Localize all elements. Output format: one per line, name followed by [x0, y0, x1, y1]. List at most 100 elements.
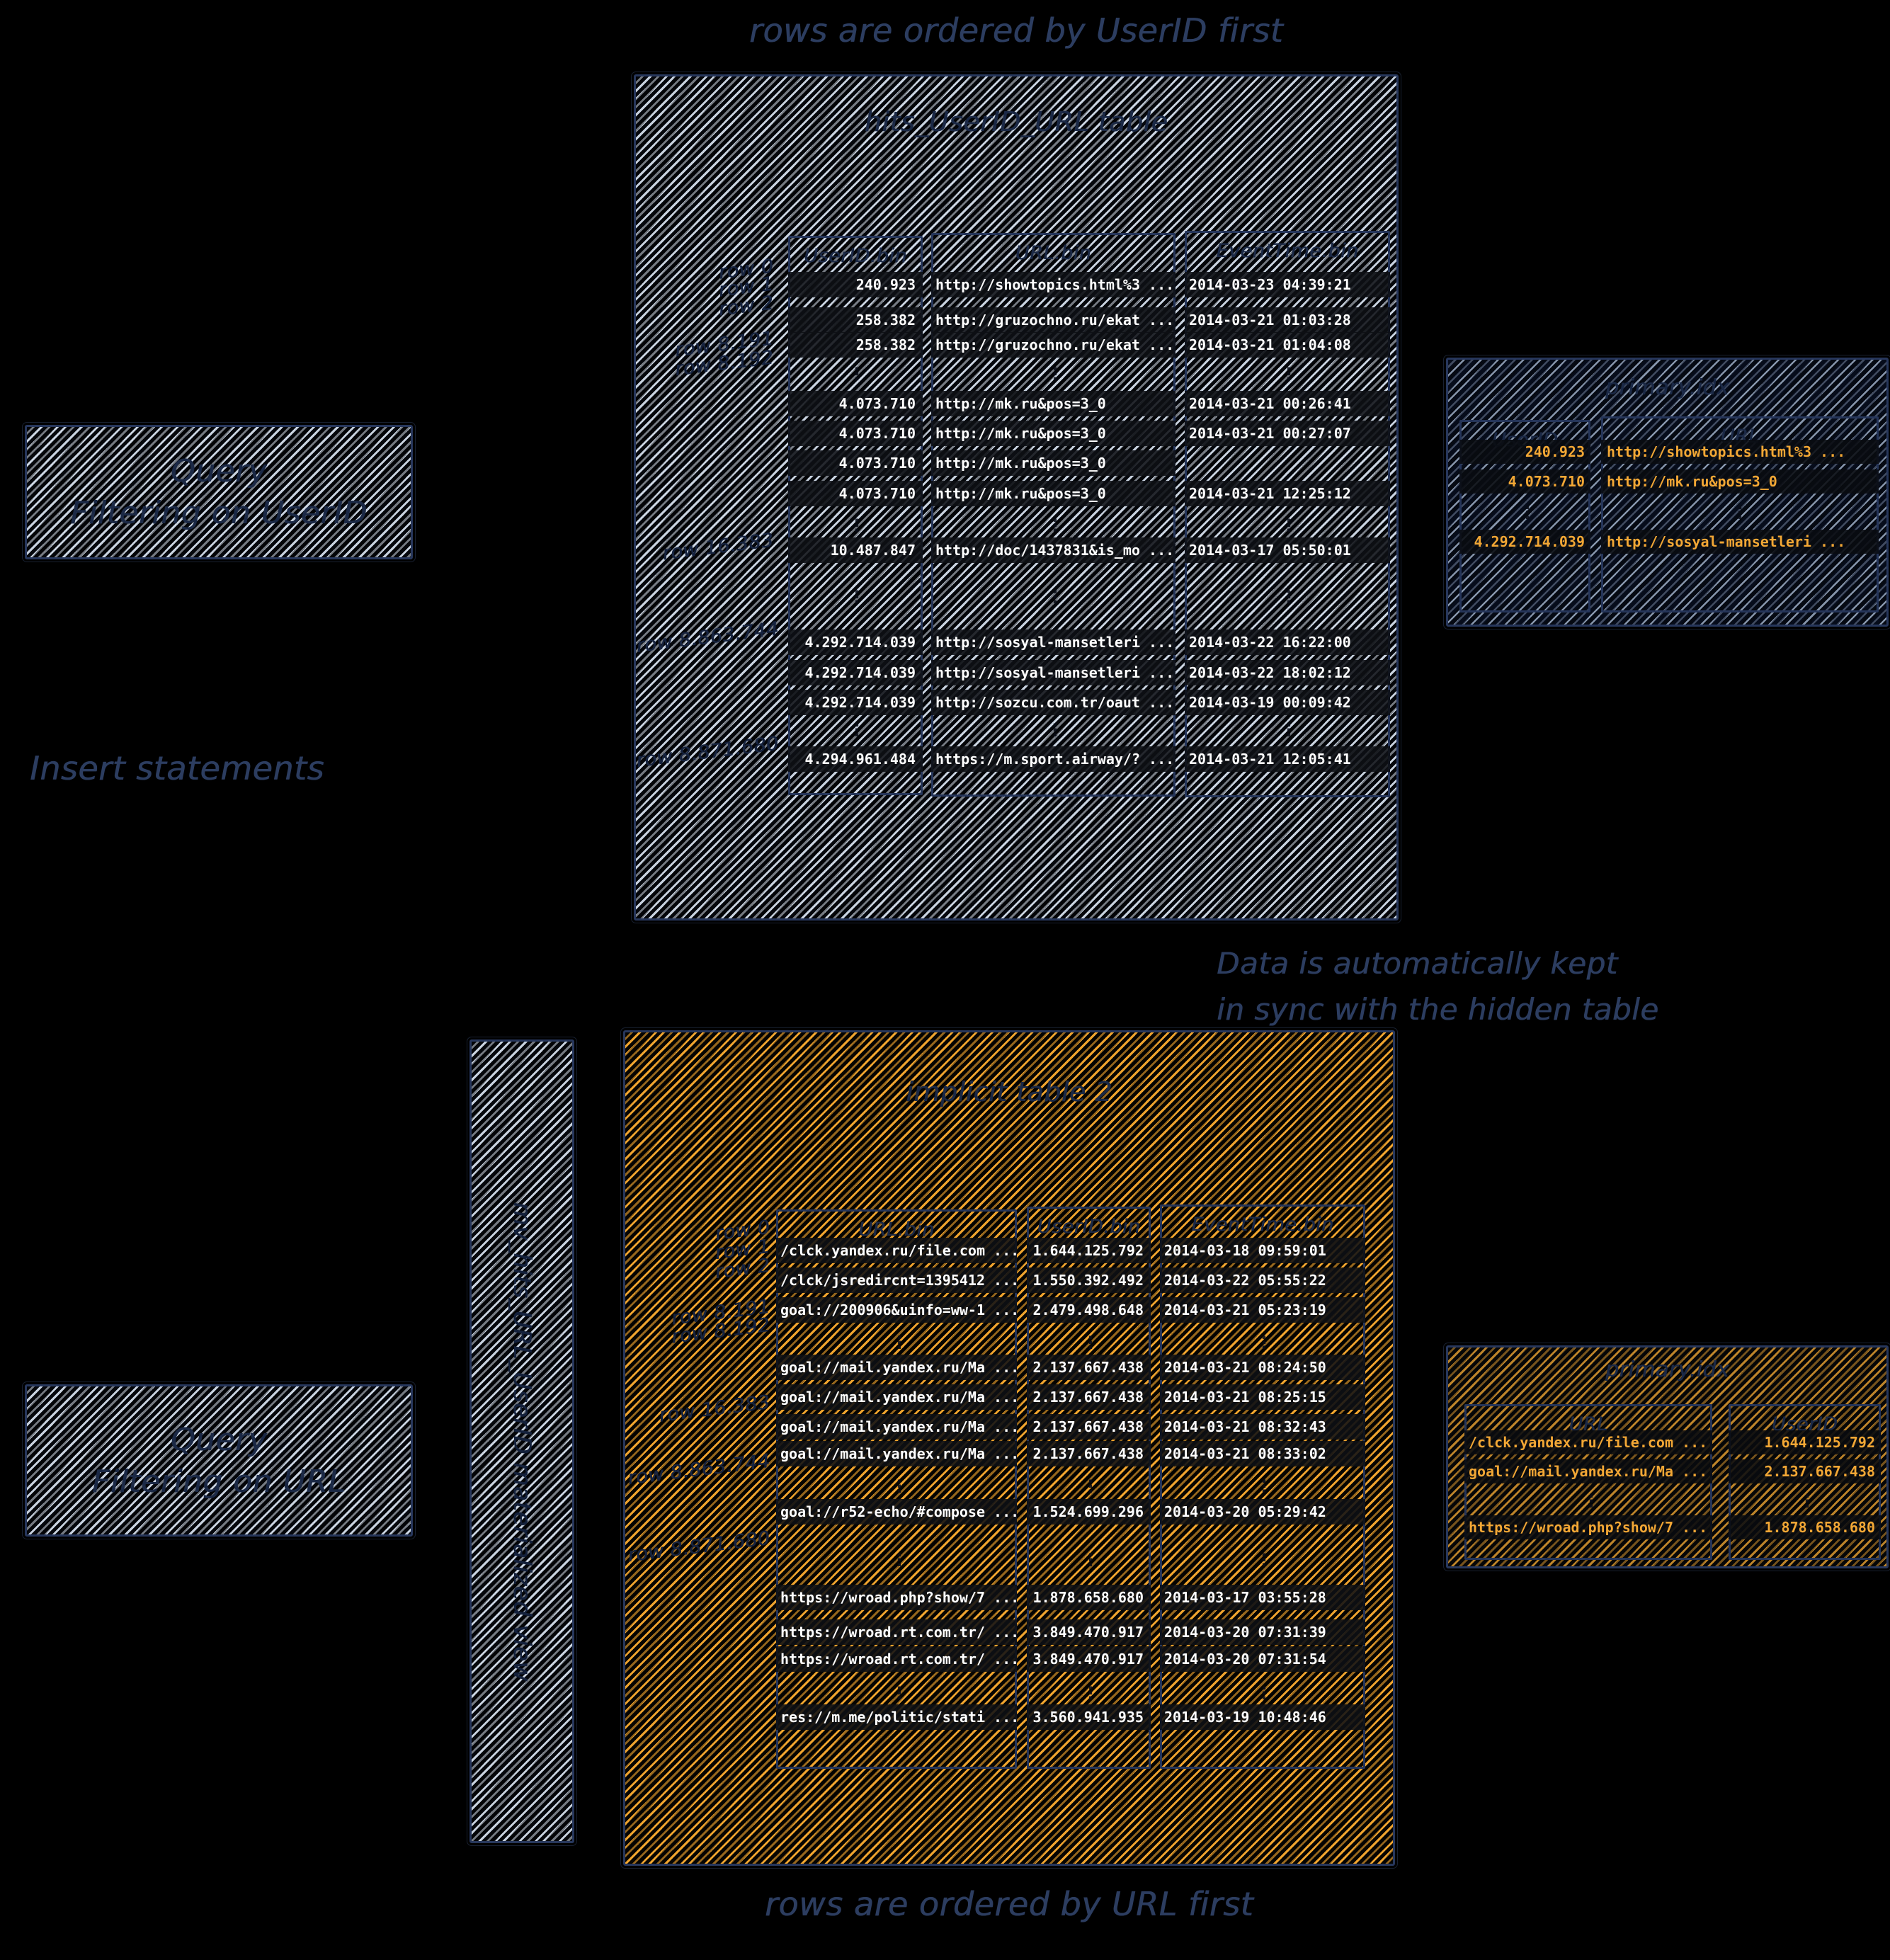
table-row: /clck.yandex.ru/file.com ... 1.644.125.7… [625, 1238, 1393, 1263]
cell-eventtime [1185, 450, 1390, 476]
cell-userid: 2.137.667.438 [1027, 1384, 1151, 1410]
ellipsis-row: ⋮ ⋮ [1448, 504, 1886, 530]
cell-eventtime: 2014-03-21 08:33:02 [1160, 1441, 1365, 1466]
index-title: primary.idx [1605, 375, 1730, 400]
ellipsis: ⋮ [1519, 503, 1536, 523]
cell-eventtime: 2014-03-22 16:22:00 [1185, 629, 1390, 655]
cell-userid: 4.073.710 [788, 481, 923, 506]
cell-url: https://wroad.rt.com.tr/ ... [776, 1619, 1019, 1645]
column-header-url-bin: URL.bin [858, 1219, 935, 1241]
query-filter-label: Filtering on UserID [70, 495, 368, 531]
cell-userid: 2.137.667.438 [1729, 1459, 1881, 1483]
sync-note: Data is automatically kept in sync with … [1217, 940, 1658, 1032]
cell-url: goal://mail.yandex.ru/Ma ... [776, 1355, 1019, 1380]
cell-userid: 4.073.710 [788, 391, 923, 416]
cell-url: goal://mail.yandex.ru/Ma ... [1464, 1459, 1712, 1483]
top-caption: rows are ordered by UserID first [748, 11, 1284, 50]
ellipsis: ⋮ [1256, 1683, 1273, 1703]
cell-userid: 3.560.941.935 [1027, 1704, 1151, 1730]
ellipsis: ⋮ [848, 364, 865, 384]
table-row: goal://mail.yandex.ru/Ma ... 2.137.667.4… [625, 1414, 1393, 1440]
cell-eventtime: 2014-03-21 08:32:43 [1160, 1414, 1365, 1440]
cell-url: goal://r52-echo/#compose ... [776, 1499, 1019, 1525]
ellipsis-row: ⋮ ⋮ ⋮ [625, 1551, 1393, 1577]
index-row: 240.923 http://showtopics.html%3 ... [1448, 440, 1886, 465]
implicit-table: implicit table 2 URL.bin UserID.bin Even… [620, 1027, 1398, 1869]
ellipsis: ⋮ [1256, 1476, 1273, 1496]
column-header-userid-bin: UserID.bin [804, 245, 907, 267]
cell-eventtime: 2014-03-21 00:26:41 [1185, 391, 1390, 416]
cell-userid: 1.878.658.680 [1729, 1515, 1881, 1539]
ellipsis: ⋮ [891, 1333, 908, 1352]
bottom-caption: rows are ordered by URL first [764, 1885, 1254, 1923]
cell-eventtime: 2014-03-21 12:05:41 [1185, 746, 1390, 772]
query-filter-label: Filtering on URL [91, 1463, 346, 1500]
cell-url: http://doc/1437831&is_mo ... [931, 537, 1175, 563]
cell-url: https://wroad.php?show/7 ... [1464, 1515, 1712, 1539]
ellipsis-row: ⋮ ⋮ ⋮ [625, 1478, 1393, 1503]
query-filtering-userid-box: Query Filtering on UserID [22, 422, 416, 562]
cell-userid: 258.382 [788, 307, 923, 333]
index-row: 4.073.710 http://mk.ru&pos=3_0 [1448, 469, 1886, 495]
ellipsis-row: ⋮ ⋮ [1448, 1493, 1886, 1518]
ellipsis: ⋮ [1583, 1491, 1600, 1511]
cell-userid: 4.073.710 [788, 450, 923, 476]
ellipsis: ⋮ [1731, 503, 1748, 523]
table-row: 258.382 http://gruzochno.ru/ekat ... 201… [636, 332, 1396, 358]
ellipsis: ⋮ [1280, 720, 1297, 740]
cell-userid: 4.292.714.039 [788, 629, 923, 655]
ellipsis-row: ⋮ ⋮ ⋮ [636, 365, 1396, 391]
cell-eventtime: 2014-03-17 05:50:01 [1185, 537, 1390, 563]
index-row: 4.292.714.039 http://sosyal-mansetleri .… [1448, 530, 1886, 555]
cell-eventtime: 2014-03-21 00:27:07 [1185, 421, 1390, 446]
cell-url: goal://mail.yandex.ru/Ma ... [776, 1384, 1019, 1410]
cell-eventtime: 2014-03-19 10:48:46 [1160, 1704, 1365, 1730]
ellipsis-row: ⋮ ⋮ ⋮ [636, 722, 1396, 747]
ellipsis: ⋮ [1082, 1550, 1099, 1570]
query-filtering-url-box: Query Filtering on URL [22, 1381, 416, 1539]
ellipsis: ⋮ [1082, 1333, 1099, 1352]
cell-url: https://m.sport.airway/? ... [931, 746, 1175, 772]
cell-eventtime: 2014-03-19 00:09:42 [1185, 690, 1390, 715]
ellipsis: ⋮ [848, 587, 865, 607]
cell-url: http://showtopics.html%3 ... [931, 272, 1175, 297]
column-header-eventtime-bin: EventTime.bin [1216, 240, 1359, 262]
table-row: 4.073.710 http://mk.ru&pos=3_0 2014-03-2… [636, 481, 1396, 506]
cell-userid: 1.878.658.680 [1027, 1585, 1151, 1610]
ellipsis: ⋮ [848, 720, 865, 740]
cell-url: /clck/jsredircnt=1395412 ... [776, 1267, 1019, 1293]
cell-url: http://mk.ru&pos=3_0 [931, 481, 1175, 506]
cell-eventtime: 2014-03-21 01:03:28 [1185, 307, 1390, 333]
cell-userid: 2.137.667.438 [1027, 1441, 1151, 1466]
ellipsis: ⋮ [891, 1476, 908, 1496]
ellipsis: ⋮ [1082, 1476, 1099, 1496]
query-label: Query [170, 453, 268, 489]
column-header-userid-bin: UserID.bin [1037, 1216, 1141, 1238]
cell-url: goal://mail.yandex.ru/Ma ... [776, 1441, 1019, 1466]
cell-url: goal://200906&uinfo=ww-1 ... [776, 1297, 1019, 1323]
cell-url: http://mk.ru&pos=3_0 [931, 450, 1175, 476]
cell-userid: 1.644.125.792 [1027, 1238, 1151, 1263]
table-row: goal://mail.yandex.ru/Ma ... 2.137.667.4… [625, 1384, 1393, 1410]
index-row: /clck.yandex.ru/file.com ... 1.644.125.7… [1448, 1430, 1886, 1456]
cell-url: http://sosyal-mansetleri ... [1601, 530, 1879, 554]
cell-url: http://mk.ru&pos=3_0 [1601, 469, 1879, 494]
cell-eventtime: 2014-03-20 07:31:39 [1160, 1619, 1365, 1645]
cell-userid: 1.524.699.296 [1027, 1499, 1151, 1525]
primary-idx-url-box: primary.idx URL UserID /clck.yandex.ru/f… [1443, 1343, 1890, 1571]
ellipsis: ⋮ [1280, 587, 1297, 607]
ellipsis: ⋮ [1799, 1491, 1816, 1511]
ellipsis: ⋮ [1047, 515, 1064, 535]
index-row: https://wroad.php?show/7 ... 1.878.658.6… [1448, 1515, 1886, 1541]
table-row: https://wroad.rt.com.tr/ ... 3.849.470.9… [625, 1619, 1393, 1645]
column-eventtime-bin: EventTime.bin [1160, 1204, 1365, 1769]
ellipsis: ⋮ [891, 1550, 908, 1570]
sync-note-line1: Data is automatically kept [1217, 946, 1618, 981]
table-row: 4.073.710 http://mk.ru&pos=3_0 2014-03-2… [636, 421, 1396, 446]
table-row: res://m.me/politic/stati ... 3.560.941.9… [625, 1704, 1393, 1730]
cell-userid: 4.292.714.039 [788, 690, 923, 715]
ellipsis: ⋮ [1047, 364, 1064, 384]
ellipsis: ⋮ [891, 1683, 908, 1703]
table-title: hits_UserID_URL table [864, 106, 1168, 137]
cell-userid: 240.923 [1459, 440, 1590, 464]
